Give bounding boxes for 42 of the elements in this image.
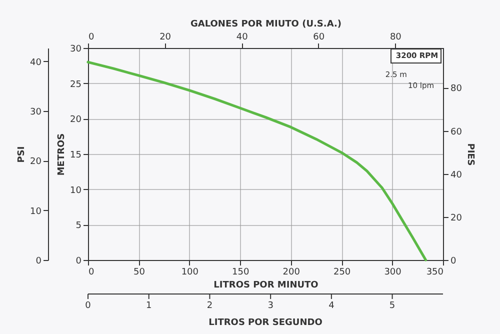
y2-tick-label: 80 — [450, 84, 462, 94]
x-axis-title: LITROS POR MINUTO — [214, 280, 319, 290]
y2-tick-label: 60 — [450, 127, 462, 138]
y-tick-label: 5 — [76, 221, 82, 232]
x-tick-label: 150 — [232, 268, 250, 278]
y2-tick-label: 40 — [450, 170, 462, 180]
text: 3 — [268, 301, 274, 311]
x-tick-label: 100 — [181, 268, 199, 278]
x2-tick-label: 0 — [88, 32, 94, 42]
y3-tick-label: 40 — [30, 58, 42, 68]
y3-tick-label: 30 — [30, 107, 42, 118]
x2-axis-title: GALONES POR MIUTO (U.S.A.) — [190, 20, 342, 30]
x-tick-label: 250 — [333, 268, 351, 278]
y2-axis-title: PIES — [464, 143, 475, 166]
x2-tick-label: 20 — [160, 32, 172, 42]
y2-tick-label: 20 — [450, 213, 462, 224]
x-tick-label: 300 — [384, 268, 402, 278]
y-tick-label: 15 — [70, 150, 82, 160]
y3-tick-label: 20 — [30, 157, 42, 168]
y-axis-title: METROS — [57, 133, 68, 176]
text: 4 — [328, 301, 335, 311]
y-tick-label: 25 — [70, 80, 82, 90]
text: 5 — [389, 301, 396, 311]
text: 2 — [206, 301, 213, 311]
x-tick-label: 200 — [282, 268, 300, 278]
y-tick-label: 10 — [70, 186, 82, 196]
text: 1 — [146, 301, 152, 311]
x-tick-label: 50 — [133, 268, 146, 278]
x2-tick-label: 60 — [313, 32, 325, 42]
y3-tick-label: 0 — [36, 256, 42, 266]
y3-axis-title: PSI — [17, 146, 28, 163]
x2-tick-label: 80 — [390, 32, 402, 42]
y-tick-label: 30 — [70, 44, 82, 54]
y3-tick-label: 10 — [30, 206, 42, 217]
y-tick-label: 0 — [76, 256, 82, 266]
text: 0 — [85, 301, 92, 311]
y2-tick-label: 0 — [450, 256, 456, 266]
x-tick-label: 0 — [88, 268, 94, 278]
x-tick-label: 350 — [426, 268, 444, 278]
text: LITROS POR SEGUNDO — [208, 318, 323, 328]
x2-tick-label: 40 — [236, 32, 248, 42]
y-tick-label: 20 — [70, 115, 82, 126]
